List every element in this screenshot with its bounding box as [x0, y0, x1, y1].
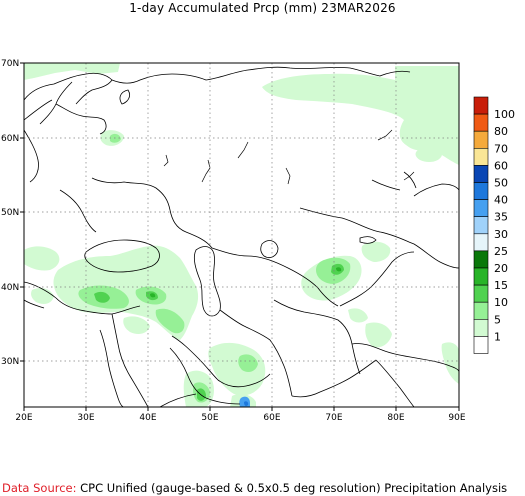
legend-label: 60: [494, 159, 508, 172]
precip-legend: 100 80 70 60 50 40 35 30 25 20 15 10 5 1: [473, 96, 515, 354]
legend-swatch: [473, 182, 489, 200]
legend-swatch: [473, 336, 489, 354]
legend-swatch: [473, 130, 489, 149]
legend-swatch: [473, 318, 489, 337]
legend-swatch: [473, 165, 489, 183]
legend-label: 10: [494, 296, 508, 309]
precip-field: [24, 63, 459, 407]
map-title: 1-day Accumulated Prcp (mm) 23MAR2026: [129, 1, 396, 15]
precip-15mm-areas: [150, 267, 342, 298]
lon-label-20e: 20E: [15, 413, 32, 423]
map-frame: [23, 62, 460, 408]
lat-label-60n: 60N: [1, 134, 19, 144]
legend-label: 40: [494, 194, 508, 207]
legend-swatch: [473, 216, 489, 235]
legend-label: 50: [494, 177, 508, 190]
legend-label: 5: [494, 313, 501, 326]
lon-label-70e: 70E: [325, 413, 342, 423]
coastlines-borders: [24, 66, 459, 407]
lat-label-40n: 40N: [1, 283, 19, 293]
precip-heavy-cell: [239, 396, 250, 407]
lon-label-60e: 60E: [263, 413, 280, 423]
legend-swatch: [473, 96, 489, 115]
data-source-footer: Data Source: CPC Unified (gauge-based & …: [2, 481, 507, 495]
lon-label-80e: 80E: [387, 413, 404, 423]
legend-swatch: [473, 113, 489, 132]
lat-label-50n: 50N: [1, 208, 19, 218]
legend-swatch: [473, 284, 489, 303]
legend-label: 1: [494, 330, 501, 343]
legend-swatch: [473, 199, 489, 218]
legend-swatch: [473, 250, 489, 269]
legend-swatch: [473, 301, 489, 320]
legend-label: 70: [494, 142, 508, 155]
data-source-label: Data Source:: [2, 481, 77, 495]
lon-label-50e: 50E: [201, 413, 218, 423]
legend-label: 80: [494, 125, 508, 138]
legend-swatch: [473, 233, 489, 252]
legend-swatch: [473, 148, 489, 166]
legend-swatch: [473, 267, 489, 286]
legend-label: 25: [494, 245, 508, 258]
legend-label: 100: [494, 108, 515, 121]
lon-label-40e: 40E: [139, 413, 156, 423]
legend-label: 20: [494, 262, 508, 275]
legend-label: 35: [494, 211, 508, 224]
legend-label: 15: [494, 279, 508, 292]
tick-marks: [20, 62, 460, 411]
lat-label-30n: 30N: [1, 357, 19, 367]
inland-water: [163, 129, 415, 185]
lon-label-90e: 90E: [448, 413, 465, 423]
lon-label-30e: 30E: [77, 413, 94, 423]
lat-label-70n: 70N: [1, 59, 19, 69]
data-source-text: CPC Unified (gauge-based & 0.5x0.5 deg r…: [80, 481, 508, 495]
legend-label: 30: [494, 228, 508, 241]
graticule: [24, 63, 459, 407]
